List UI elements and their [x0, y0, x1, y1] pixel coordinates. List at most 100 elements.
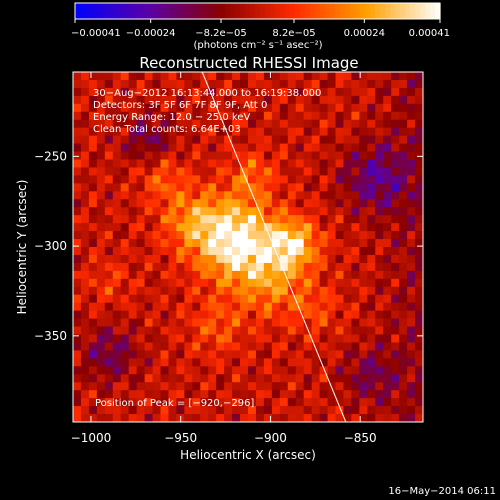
heatmap-cell: [208, 310, 217, 320]
heatmap-cell: [136, 326, 146, 335]
heatmap-cell: [311, 286, 321, 296]
heatmap-cell: [399, 350, 408, 359]
heatmap-cell: [144, 318, 154, 328]
heatmap-cell: [248, 127, 257, 137]
heatmap-cell: [152, 72, 161, 81]
heatmap-cell: [184, 231, 193, 240]
heatmap-cell: [200, 414, 209, 423]
heatmap-cell: [287, 350, 297, 359]
heatmap-cell: [232, 72, 241, 81]
heatmap-cell: [128, 310, 138, 320]
heatmap-cell: [88, 119, 98, 129]
heatmap-cell: [263, 167, 273, 176]
heatmap-cell: [311, 239, 321, 248]
heatmap-cell: [407, 294, 416, 304]
heatmap-cell: [152, 175, 161, 184]
heatmap-cell: [407, 270, 416, 280]
heatmap-cell: [208, 318, 217, 328]
heatmap-cell: [232, 103, 241, 113]
heatmap-cell: [152, 111, 161, 121]
heatmap-cell: [152, 103, 161, 113]
heatmap-cell: [351, 334, 360, 343]
heatmap-cell: [208, 342, 217, 351]
heatmap-cell: [248, 262, 257, 272]
heatmap-cell: [144, 374, 154, 383]
heatmap-cell: [279, 278, 289, 288]
heatmap-cell: [375, 72, 384, 81]
heatmap-cell: [160, 167, 169, 176]
heatmap-cell: [104, 350, 114, 359]
heatmap-cell: [248, 207, 257, 216]
colorbar-segment: [280, 3, 286, 19]
heatmap-cell: [303, 406, 313, 415]
heatmap-cell: [319, 406, 329, 415]
colorbar-segment: [230, 3, 236, 19]
heatmap-cell: [415, 103, 424, 113]
heatmap-cell: [327, 302, 336, 312]
heatmap-cell: [359, 270, 368, 280]
heatmap-cell: [383, 262, 392, 272]
heatmap-cell: [88, 350, 98, 359]
colorbar-segment: [220, 3, 226, 19]
heatmap-cell: [375, 350, 384, 359]
heatmap-cell: [112, 239, 122, 248]
heatmap-cell: [287, 199, 297, 208]
heatmap-cell: [128, 278, 138, 288]
heatmap-cell: [192, 262, 201, 272]
heatmap-cell: [73, 151, 82, 160]
heatmap-cell: [224, 151, 233, 160]
heatmap-cell: [351, 223, 360, 232]
heatmap-cell: [407, 406, 416, 415]
heatmap-cell: [303, 231, 313, 240]
heatmap-cell: [263, 350, 273, 359]
heatmap-cell: [136, 119, 146, 129]
heatmap-cell: [240, 390, 249, 399]
heatmap-cell: [287, 127, 297, 137]
heatmap-cell: [311, 398, 321, 407]
heatmap-cell: [335, 278, 344, 288]
heatmap-cell: [271, 326, 281, 335]
heatmap-cell: [104, 111, 114, 121]
heatmap-cell: [112, 72, 122, 81]
heatmap-cell: [128, 270, 138, 280]
heatmap-cell: [112, 366, 122, 375]
heatmap-cell: [415, 310, 424, 320]
heatmap-cell: [335, 215, 344, 224]
heatmap-cell: [295, 95, 305, 105]
heatmap-cell: [224, 72, 233, 81]
heatmap-cell: [271, 199, 281, 208]
heatmap-cell: [319, 207, 329, 216]
heatmap-cell: [168, 247, 177, 256]
heatmap-cell: [319, 390, 329, 399]
colorbar-segment: [260, 3, 266, 19]
heatmap-cell: [295, 278, 305, 288]
heatmap-cell: [232, 183, 241, 192]
heatmap-cell: [152, 143, 161, 153]
heatmap-cell: [112, 191, 122, 200]
heatmap-cell: [327, 310, 336, 320]
heatmap-cell: [335, 334, 344, 343]
heatmap-cell: [279, 199, 289, 208]
heatmap-cell: [160, 143, 169, 153]
heatmap-cell: [327, 342, 336, 351]
heatmap-cell: [359, 135, 368, 145]
heatmap-cell: [335, 72, 344, 81]
heatmap-cell: [399, 239, 408, 248]
heatmap-cell: [303, 366, 313, 375]
heatmap-cell: [351, 175, 360, 184]
heatmap-cell: [232, 318, 241, 328]
heatmap-cell: [152, 366, 161, 375]
heatmap-cell: [160, 127, 169, 137]
heatmap-cell: [96, 239, 106, 248]
heatmap-cell: [383, 390, 392, 399]
heatmap-cell: [152, 278, 161, 288]
heatmap-cell: [216, 183, 225, 192]
heatmap-cell: [192, 207, 201, 216]
heatmap-cell: [184, 79, 193, 89]
heatmap-cell: [232, 382, 241, 391]
heatmap-cell: [224, 374, 233, 383]
heatmap-cell: [263, 286, 273, 296]
heatmap-cell: [367, 366, 376, 375]
heatmap-cell: [112, 95, 122, 105]
heatmap-cell: [208, 87, 217, 97]
